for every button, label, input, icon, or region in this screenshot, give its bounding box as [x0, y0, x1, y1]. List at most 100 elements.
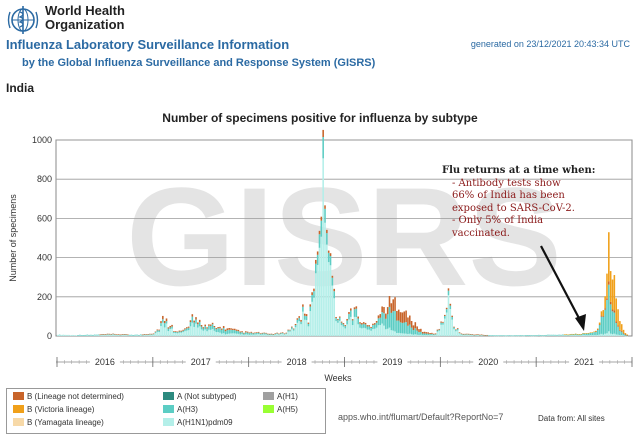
- bar-segment: [580, 334, 582, 335]
- bar-segment: [571, 335, 573, 336]
- bar-segment: [176, 332, 179, 334]
- bar-segment: [366, 326, 369, 330]
- bar-segment: [429, 333, 431, 335]
- bar-segment: [294, 325, 297, 328]
- bar-segment: [536, 335, 538, 336]
- bar-segment: [449, 303, 452, 306]
- bar-segment: [92, 334, 94, 336]
- bar-segment: [532, 335, 535, 336]
- bar-segment: [250, 334, 253, 336]
- bar-segment: [337, 320, 339, 323]
- bar-segment: [182, 332, 184, 336]
- bar-segment: [608, 331, 610, 336]
- bar-segment: [517, 335, 520, 336]
- bar-segment: [169, 327, 171, 330]
- bar-segment: [195, 323, 197, 336]
- report-subtitle: by the Global Influenza Surveillance and…: [22, 57, 376, 69]
- bar-segment: [88, 335, 90, 336]
- bar-segment: [438, 328, 441, 330]
- bar-segment: [418, 332, 420, 335]
- bar-segment: [119, 335, 122, 336]
- bar-segment: [403, 311, 406, 323]
- bar-segment: [274, 333, 277, 334]
- bar-segment: [186, 328, 188, 331]
- bar-segment: [497, 335, 500, 337]
- bar-segment: [348, 313, 350, 320]
- bar-segment: [372, 325, 374, 330]
- bar-segment: [561, 335, 564, 336]
- bar-segment: [515, 335, 518, 336]
- bar-segment: [311, 292, 313, 295]
- bar-segment: [136, 334, 138, 336]
- bar-segment: [431, 334, 433, 336]
- bar-segment: [574, 335, 577, 336]
- bar-segment: [186, 327, 188, 329]
- bar-segment: [373, 323, 376, 325]
- bar-segment: [405, 322, 407, 334]
- bar-segment: [195, 317, 197, 320]
- bar-segment: [248, 333, 251, 335]
- bar-segment: [584, 333, 586, 336]
- bar-segment: [585, 333, 588, 336]
- bar-segment: [383, 325, 385, 336]
- bar-segment: [361, 328, 363, 336]
- bar-segment: [598, 324, 601, 326]
- bar-segment: [416, 334, 418, 336]
- bar-segment: [370, 330, 372, 336]
- bar-segment: [62, 334, 65, 336]
- bar-segment: [101, 334, 103, 336]
- bar-segment: [526, 335, 529, 336]
- bar-segment: [434, 333, 437, 335]
- bar-segment: [256, 332, 258, 335]
- bar-segment: [337, 319, 339, 321]
- bar-segment: [243, 333, 245, 335]
- bar-segment: [556, 334, 559, 336]
- bar-segment: [351, 320, 354, 326]
- bar-segment: [584, 335, 586, 336]
- bar-segment: [184, 331, 186, 336]
- x-tick-label: 2019: [382, 357, 402, 367]
- bar-segment: [526, 335, 529, 337]
- bar-segment: [313, 291, 315, 298]
- bar-segment: [355, 308, 358, 318]
- bar-segment: [591, 332, 594, 336]
- bar-segment: [71, 334, 74, 336]
- bar-segment: [353, 307, 356, 310]
- bar-segment: [68, 334, 70, 336]
- bar-segment: [237, 333, 240, 336]
- bar-segment: [386, 314, 389, 329]
- bar-segment: [82, 335, 85, 336]
- bar-segment: [115, 334, 118, 335]
- bar-segment: [173, 331, 175, 332]
- bar-segment: [486, 334, 488, 336]
- bar-segment: [189, 320, 192, 323]
- bar-segment: [217, 327, 219, 329]
- bar-segment: [386, 328, 389, 336]
- bar-segment: [211, 324, 214, 329]
- bar-segment: [300, 319, 302, 322]
- bar-segment: [302, 311, 304, 336]
- bar-segment: [278, 334, 280, 336]
- bar-segment: [215, 332, 218, 336]
- bar-segment: [208, 329, 210, 336]
- bar-segment: [475, 334, 477, 336]
- bar-segment: [292, 329, 295, 331]
- bar-segment: [584, 333, 586, 334]
- bar-segment: [451, 315, 453, 318]
- bar-segment: [613, 275, 616, 311]
- bar-segment: [589, 332, 592, 336]
- x-tick-label: 2017: [191, 357, 211, 367]
- bar-segment: [327, 262, 330, 336]
- bar-segment: [230, 333, 232, 336]
- y-axis-label: Number of specimens: [8, 194, 18, 282]
- bar-segment: [460, 333, 463, 335]
- bar-segment: [506, 335, 509, 336]
- bar-segment: [156, 330, 159, 332]
- bar-segment: [88, 334, 90, 336]
- bar-segment: [442, 322, 444, 325]
- bar-segment: [609, 333, 612, 336]
- bar-segment: [307, 323, 310, 327]
- bar-segment: [460, 334, 463, 336]
- bar-segment: [268, 334, 271, 335]
- bar-segment: [421, 331, 424, 334]
